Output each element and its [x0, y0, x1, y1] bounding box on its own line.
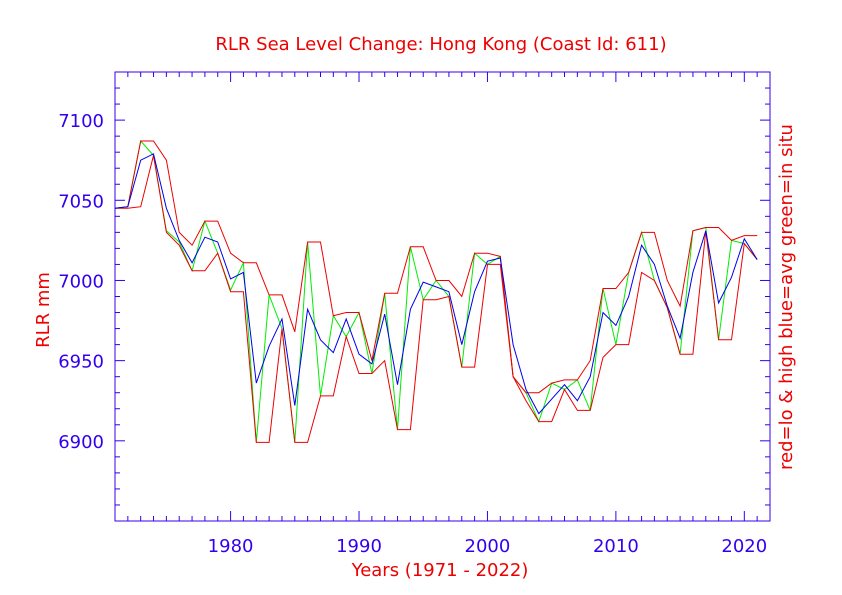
chart-title: RLR Sea Level Change: Hong Kong (Coast I… — [215, 34, 666, 55]
x-tick-label: 1990 — [336, 536, 382, 557]
insitu-series-line — [114, 139, 758, 443]
high-series-line — [114, 140, 758, 394]
y-tick-label: 7000 — [58, 271, 104, 292]
y-tick-label: 6950 — [58, 352, 104, 373]
axes-layer: 1980 1990 2000 2010 2020 6900 6950 7000 7050 7100 — [58, 71, 771, 557]
y-tick-label: 7100 — [58, 111, 104, 132]
low-series-line — [115, 155, 758, 443]
x-tick-label: 2000 — [465, 536, 511, 557]
x-tick-label: 2010 — [593, 536, 639, 557]
y-axis-label: RLR mm — [33, 272, 54, 348]
x-axis-label: Years (1971 - 2022) — [351, 560, 529, 581]
series-layer — [114, 139, 758, 443]
y-tick-label: 6900 — [58, 432, 104, 453]
plot-frame — [114, 71, 771, 522]
x-tick-label: 1980 — [208, 536, 254, 557]
x-tick-label: 2020 — [721, 536, 767, 557]
y-tick-label: 7050 — [58, 191, 104, 212]
avg-series-line — [114, 153, 758, 415]
right-axis-label: red=lo & high blue=avg green=in situ — [776, 124, 797, 470]
